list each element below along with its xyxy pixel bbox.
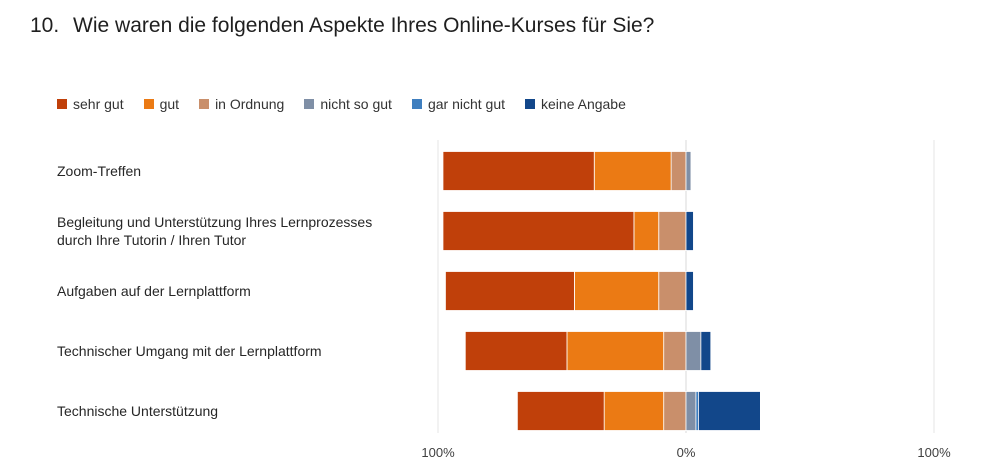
legend-item-in-Ordnung: in Ordnung (199, 96, 284, 112)
bar-segment (685, 331, 702, 371)
bar-segment (663, 391, 687, 431)
bar-segment (516, 391, 605, 431)
bar-segment (685, 151, 692, 191)
legend-label: sehr gut (73, 96, 124, 112)
bar-segment (670, 151, 687, 191)
legend-item-keine-Angabe: keine Angabe (525, 96, 626, 112)
legend-swatch (57, 99, 67, 109)
bar-segment (685, 391, 697, 431)
bar-segment (442, 211, 635, 251)
legend-item-gut: gut (143, 96, 180, 112)
bar-segment (663, 331, 687, 371)
question-text: Wie waren die folgenden Aspekte Ihres On… (73, 14, 655, 37)
bar-segment (685, 211, 694, 251)
bar-segment (698, 391, 761, 431)
category-label: Begleitung und Unterstützung Ihres Lernp… (57, 213, 417, 249)
legend-item-sehr-gut: sehr gut (57, 96, 124, 112)
bar-segment (574, 271, 660, 311)
bar-segment (633, 211, 660, 251)
category-label-line: durch Ihre Tutorin / Ihren Tutor (57, 232, 247, 248)
x-tick-label: 0% (677, 445, 696, 460)
bar-segment (442, 151, 595, 191)
legend-label: gar nicht gut (427, 96, 506, 112)
legend-item-gar-nicht-gut: gar nicht gut (411, 96, 506, 112)
legend-item-nicht-so-gut: nicht so gut (304, 96, 392, 112)
x-tick-label: 100% (421, 445, 455, 460)
category-label: Technische Unterstützung (57, 402, 417, 420)
bar-segment (700, 331, 712, 371)
legend-swatch (525, 99, 536, 109)
legend-swatch (199, 99, 210, 109)
legend-label: keine Angabe (541, 96, 626, 112)
category-label: Aufgaben auf der Lernplattform (57, 282, 417, 300)
bar-segment (593, 151, 672, 191)
category-label-line: Begleitung und Unterstützung Ihres Lernp… (57, 214, 373, 230)
legend-swatch (411, 99, 422, 109)
legend-swatch (304, 99, 315, 109)
bar-segment (566, 331, 665, 371)
legend-swatch (143, 99, 154, 109)
bar-segment (603, 391, 665, 431)
x-tick-label: 100% (917, 445, 951, 460)
category-label-line: Technische Unterstützung (57, 403, 219, 419)
bar-segment (685, 271, 694, 311)
bar-segment (464, 331, 568, 371)
category-label-line: Technischer Umgang mit der Lernplattform (57, 343, 322, 359)
legend-label: nicht so gut (320, 96, 392, 112)
bar-segment (658, 271, 687, 311)
question-number: 10. (30, 14, 60, 37)
bar-segment (658, 211, 687, 251)
category-label: Zoom-Treffen (57, 162, 417, 180)
bar-segment (445, 271, 575, 311)
chart-legend: sehr gut gut in Ordnung nicht so gut gar nic… (57, 96, 646, 112)
category-label-line: Aufgaben auf der Lernplattform (57, 283, 251, 299)
legend-label: in Ordnung (215, 96, 285, 112)
question-title: 10. Wie waren die folgenden Aspekte Ihre… (30, 14, 654, 38)
legend-label: gut (159, 96, 180, 112)
category-label: Technischer Umgang mit der Lernplattform (57, 342, 417, 360)
category-label-line: Zoom-Treffen (57, 163, 142, 179)
